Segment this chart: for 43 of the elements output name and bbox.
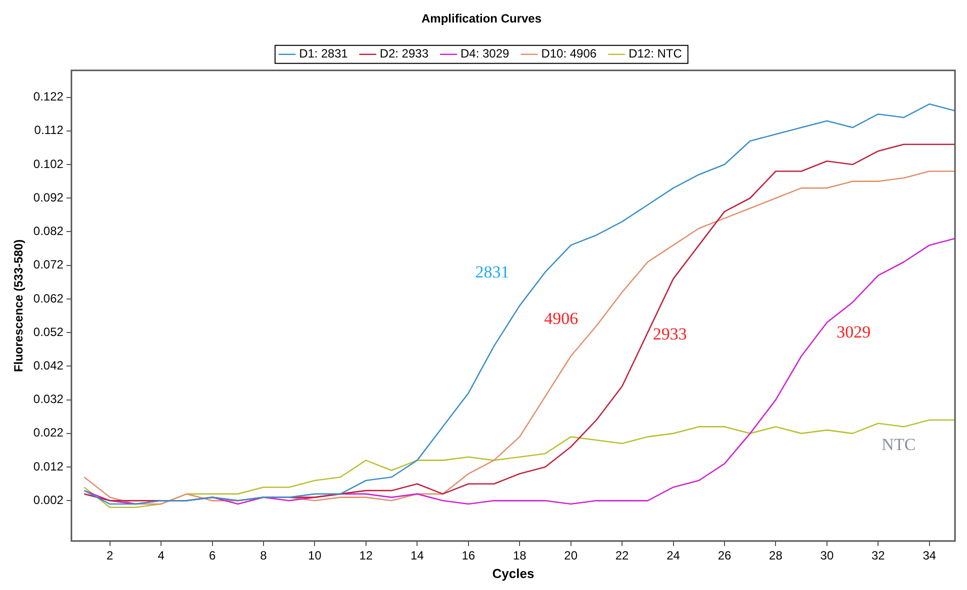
y-tick-label: 0.082 <box>33 224 64 238</box>
chart-title: Amplification Curves <box>421 12 542 26</box>
legend-label: D2: 2933 <box>380 46 429 61</box>
x-tick-label: 24 <box>666 548 680 563</box>
x-tick-label: 2 <box>106 548 114 563</box>
y-tick-label: 0.032 <box>33 392 64 406</box>
x-tick-label: 34 <box>922 548 936 563</box>
y-tick-label: 0.102 <box>33 156 64 171</box>
x-tick-label: 10 <box>308 548 322 563</box>
x-tick-label: 16 <box>462 548 476 563</box>
x-tick-label: 4 <box>158 548 165 563</box>
y-tick-label: 0.112 <box>34 123 64 138</box>
x-tick-label: 6 <box>208 548 216 563</box>
annotation: 2831 <box>475 262 510 282</box>
y-axis-title: Fluorescence (533-580) <box>12 239 26 372</box>
y-tick-label: 0.062 <box>33 291 64 306</box>
y-tick-label: 0.092 <box>33 190 64 204</box>
y-tick-label: 0.022 <box>33 426 64 440</box>
x-tick-label: 12 <box>359 548 373 563</box>
x-tick-label: 26 <box>718 548 732 563</box>
x-tick-label: 28 <box>769 548 783 563</box>
legend-label: D10: 4906 <box>541 46 597 61</box>
x-tick-label: 18 <box>512 548 527 563</box>
x-tick-label: 30 <box>820 548 834 563</box>
y-tick-label: 0.002 <box>33 492 64 507</box>
y-tick-label: 0.052 <box>33 324 64 339</box>
x-tick-label: 14 <box>410 548 424 563</box>
x-tick-label: 32 <box>871 548 886 563</box>
annotation: 3029 <box>836 322 871 342</box>
y-tick-label: 0.042 <box>33 358 64 373</box>
x-tick-label: 8 <box>260 548 268 563</box>
y-tick-label: 0.122 <box>33 90 64 104</box>
y-tick-label: 0.012 <box>33 459 64 474</box>
x-tick-label: 22 <box>615 548 630 563</box>
annotation: 4906 <box>544 308 578 328</box>
x-tick-label: 20 <box>564 548 578 563</box>
annotation: 2933 <box>652 324 687 344</box>
legend-label: D4: 3029 <box>460 46 510 61</box>
y-tick-label: 0.072 <box>33 258 64 272</box>
legend-label: D12: NTC <box>628 46 682 61</box>
annotation: NTC <box>882 434 916 454</box>
x-axis-title: Cycles <box>492 566 534 581</box>
legend-label: D1: 2831 <box>299 46 348 61</box>
